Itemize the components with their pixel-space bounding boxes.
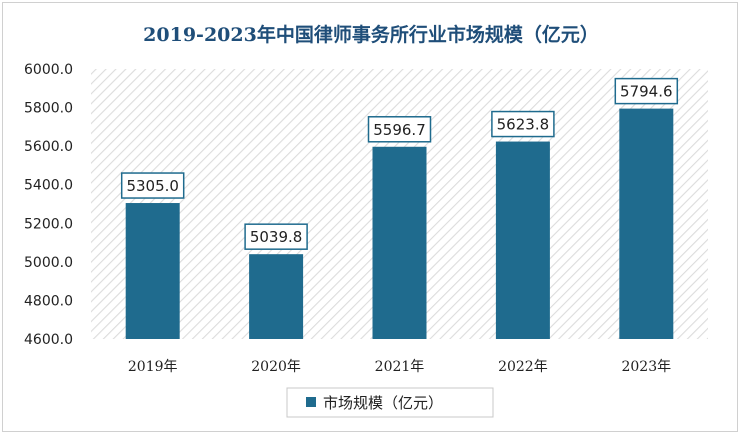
- x-axis: 2019年 2020年 2021年 2022年 2023年: [128, 359, 671, 375]
- value-label-box: [120, 172, 185, 199]
- y-tick-label: 6000.0: [24, 62, 73, 78]
- value-label-box: [491, 110, 555, 138]
- chart-frame: 2019-2023年中国律师事务所行业市场规模（亿元） 4600.0 4800.0…: [2, 2, 738, 432]
- bars: [125, 108, 674, 339]
- value-label-box: [367, 116, 432, 143]
- y-tick-label: 5600.0: [24, 139, 73, 155]
- y-axis: 4600.0 4800.0 5000.0 5200.0 5400.0 5600.0 5800…: [24, 62, 73, 348]
- chart-svg: 2019-2023年中国律师事务所行业市场规模（亿元） 4600.0 4800.0…: [24, 23, 708, 418]
- category-label: 2023年: [621, 359, 671, 375]
- value-label-box: [614, 77, 679, 105]
- category-label: 2022年: [498, 359, 548, 375]
- value-label: 5794.6: [620, 83, 673, 101]
- y-tick-label: 5400.0: [24, 178, 73, 194]
- y-tick-label: 5800.0: [24, 101, 73, 117]
- chart-title: 2019-2023年中国律师事务所行业市场规模（亿元）: [143, 23, 599, 46]
- bar: [372, 146, 427, 339]
- bar: [495, 141, 550, 339]
- value-label: 5039.8: [250, 228, 303, 246]
- y-tick-label: 4600.0: [24, 332, 73, 348]
- bar: [125, 203, 180, 339]
- value-label: 5305.0: [126, 177, 179, 195]
- y-tick-label: 5000.0: [24, 255, 73, 271]
- bar: [249, 254, 304, 339]
- category-label: 2020年: [251, 359, 301, 375]
- value-label-box: [244, 223, 308, 250]
- value-label: 5623.8: [497, 116, 550, 134]
- category-label: 2021年: [375, 359, 425, 375]
- y-tick-label: 5200.0: [24, 216, 73, 232]
- legend-label: 市场规模（亿元）: [323, 394, 443, 412]
- y-tick-label: 4800.0: [24, 293, 73, 309]
- bar: [619, 108, 674, 339]
- legend-swatch: [306, 397, 316, 407]
- legend: 市场规模（亿元）: [286, 387, 494, 418]
- value-labels: 5305.0 5039.8 5596.7 5623.8 5794.6: [120, 77, 679, 250]
- value-label: 5596.7: [373, 121, 426, 139]
- legend-box: [286, 387, 494, 418]
- category-label: 2019年: [128, 359, 178, 375]
